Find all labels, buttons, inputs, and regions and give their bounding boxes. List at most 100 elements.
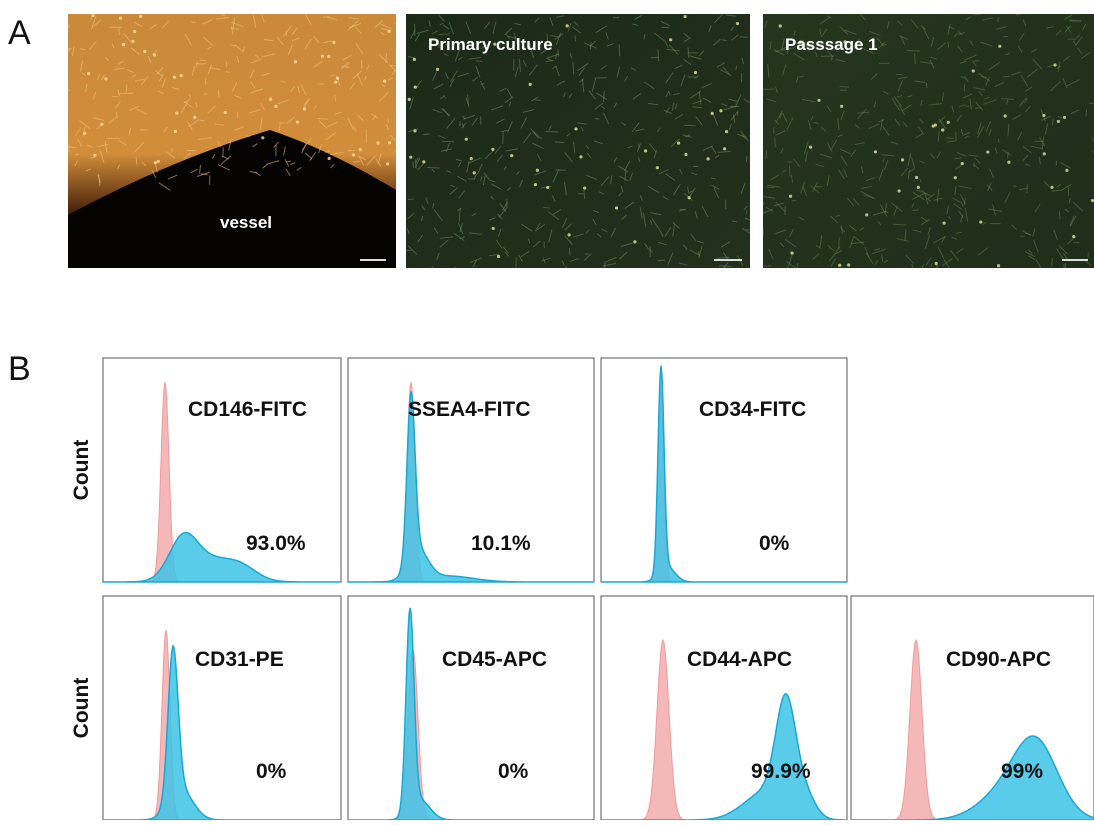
cell bbox=[633, 240, 636, 243]
cell bbox=[143, 50, 146, 53]
cell bbox=[180, 74, 183, 77]
cell bbox=[261, 136, 264, 139]
cell bbox=[688, 196, 691, 199]
cell bbox=[677, 141, 680, 144]
cell bbox=[683, 15, 686, 18]
cell bbox=[546, 186, 549, 189]
cell bbox=[175, 112, 178, 115]
cell bbox=[327, 55, 330, 58]
y-axis-label: Count bbox=[70, 678, 93, 739]
cell bbox=[817, 99, 820, 102]
cell bbox=[408, 98, 411, 101]
cell bbox=[1050, 186, 1053, 189]
panel-label: A bbox=[8, 14, 31, 52]
cell bbox=[131, 40, 134, 43]
marker-label: CD45-APC bbox=[442, 648, 547, 671]
cell bbox=[1057, 120, 1060, 123]
cell bbox=[840, 105, 843, 108]
cell bbox=[1004, 114, 1007, 117]
cell bbox=[92, 14, 95, 17]
cell bbox=[193, 116, 196, 119]
percent-label: 0% bbox=[759, 532, 790, 555]
cell bbox=[941, 128, 944, 131]
marker-label: SSEA4-FITC bbox=[408, 398, 531, 421]
cell bbox=[1007, 161, 1010, 164]
cell bbox=[1043, 152, 1046, 155]
cell bbox=[465, 138, 468, 141]
cell bbox=[122, 43, 125, 46]
cell bbox=[1053, 63, 1056, 66]
cell bbox=[93, 154, 96, 157]
cell bbox=[779, 24, 782, 27]
y-axis-label: Count bbox=[70, 440, 93, 501]
marker-label: CD90-APC bbox=[946, 648, 1051, 671]
cell bbox=[491, 148, 494, 151]
cell bbox=[956, 132, 957, 141]
cell bbox=[436, 68, 439, 71]
cell bbox=[409, 156, 412, 159]
cell bbox=[915, 176, 918, 179]
cell bbox=[639, 144, 640, 148]
cell bbox=[536, 169, 539, 172]
cell bbox=[619, 45, 620, 57]
cell bbox=[100, 123, 103, 126]
cell bbox=[359, 148, 362, 151]
cell bbox=[684, 125, 696, 126]
cell bbox=[376, 141, 379, 144]
cell bbox=[497, 255, 500, 258]
cell bbox=[473, 171, 476, 174]
cell bbox=[972, 69, 975, 72]
cell bbox=[820, 29, 821, 35]
cell bbox=[934, 123, 937, 126]
histogram-box bbox=[601, 596, 847, 820]
cell bbox=[1072, 235, 1075, 238]
cell bbox=[725, 130, 728, 133]
cell bbox=[684, 153, 687, 156]
cell bbox=[809, 146, 812, 149]
cell bbox=[274, 105, 277, 108]
histograms: CountCD146-FITC93.0%SSEA4-FITC10.1%CD34-… bbox=[70, 358, 1094, 820]
cell bbox=[706, 157, 709, 160]
marker-label: CD34-FITC bbox=[699, 398, 806, 421]
cell bbox=[1042, 114, 1045, 117]
cell bbox=[172, 148, 173, 152]
cell bbox=[119, 93, 133, 94]
cell bbox=[321, 55, 324, 58]
cell bbox=[711, 112, 714, 115]
percent-label: 0% bbox=[256, 760, 287, 783]
cell bbox=[529, 83, 532, 86]
cell bbox=[361, 60, 362, 68]
cell bbox=[492, 227, 495, 230]
cell bbox=[998, 17, 999, 22]
cell bbox=[328, 157, 331, 160]
cell bbox=[566, 24, 569, 27]
cell bbox=[332, 41, 335, 44]
cell bbox=[1059, 211, 1060, 219]
cell bbox=[964, 84, 965, 91]
cell bbox=[791, 251, 794, 254]
panel-label: B bbox=[8, 350, 31, 388]
image-label: Passsage 1 bbox=[785, 35, 878, 54]
cell bbox=[173, 76, 176, 79]
cell bbox=[388, 141, 391, 144]
cell bbox=[838, 264, 841, 267]
cell bbox=[943, 221, 946, 224]
marker-label: CD146-FITC bbox=[188, 398, 307, 421]
cell bbox=[510, 154, 513, 157]
cell bbox=[986, 150, 989, 153]
cell bbox=[388, 30, 391, 33]
cell bbox=[694, 71, 697, 74]
cell bbox=[935, 262, 938, 265]
cell bbox=[961, 162, 964, 165]
percent-label: 99.9% bbox=[751, 760, 811, 783]
cell bbox=[839, 237, 840, 249]
cell bbox=[574, 127, 577, 130]
cell bbox=[644, 149, 647, 152]
cell bbox=[865, 213, 868, 216]
histogram-box bbox=[348, 596, 594, 820]
marker-label: CD44-APC bbox=[687, 648, 792, 671]
cell bbox=[153, 53, 156, 56]
cell bbox=[788, 162, 792, 163]
cell bbox=[775, 138, 776, 147]
cell bbox=[789, 195, 792, 198]
